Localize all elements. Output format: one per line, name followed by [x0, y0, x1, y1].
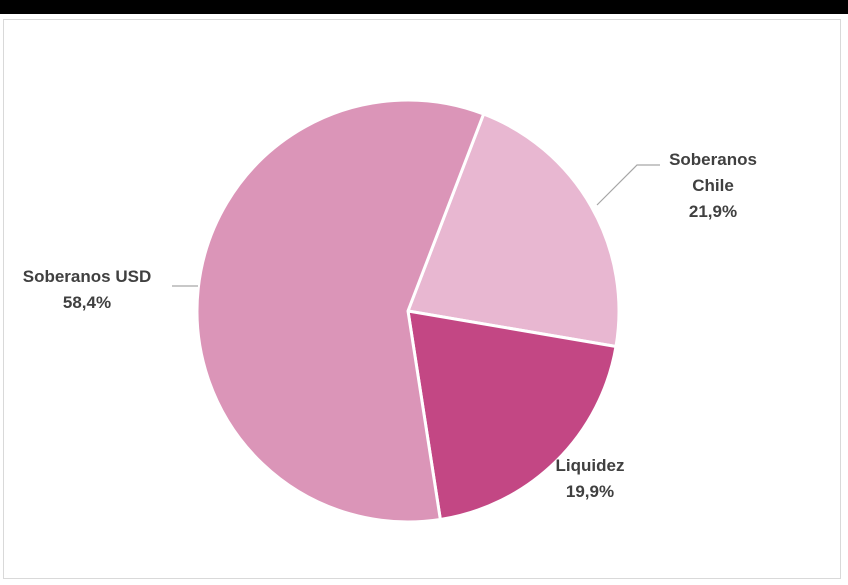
data-label-value: 19,9% [566, 482, 614, 501]
data-label-name: Soberanos USD [23, 267, 151, 286]
window-top-bar [0, 0, 848, 14]
data-label: Soberanos Chile 21,9% [669, 150, 757, 221]
data-label-name: Soberanos [669, 150, 757, 169]
leader-line [596, 164, 660, 206]
data-label-name: Liquidez [556, 456, 625, 475]
pie-slice-soberanos-usd [195, 98, 486, 524]
pie-slice-soberanos-chile [406, 112, 621, 348]
data-label-value: 58,4% [63, 293, 111, 312]
data-label: Liquidez 19,9% [556, 456, 625, 501]
leader-lines [172, 164, 660, 287]
data-label-value: 21,9% [689, 202, 737, 221]
data-label-name: Chile [692, 176, 734, 195]
pie-slice-liquidez [406, 309, 618, 522]
pie-slices [195, 98, 621, 524]
data-labels: Soberanos Chile 21,9% Liquidez 19,9% Soberano… [23, 150, 757, 501]
data-label: Soberanos USD 58,4% [23, 267, 151, 312]
